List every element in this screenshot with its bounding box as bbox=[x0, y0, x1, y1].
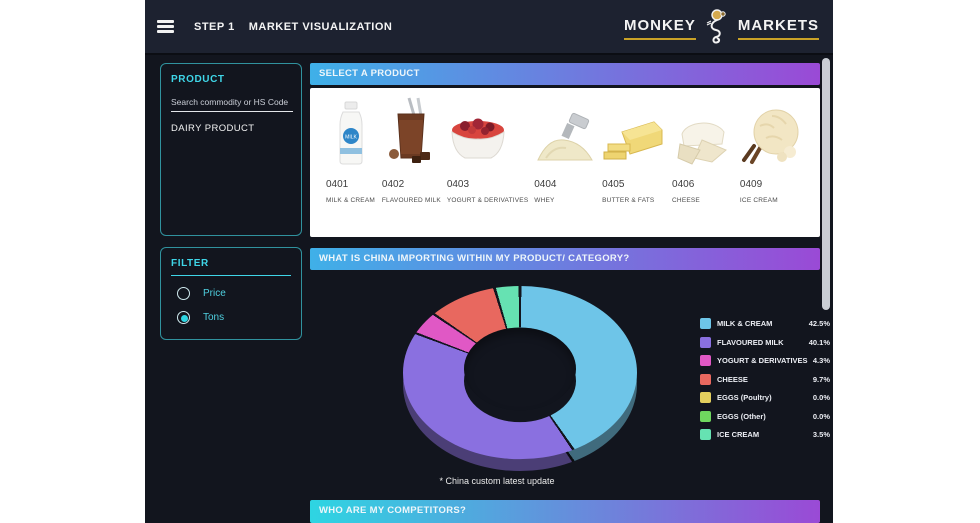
legend-label: EGGS (Poultry) bbox=[717, 393, 772, 402]
legend-label: ICE CREAM bbox=[717, 430, 760, 439]
product-name: CHEESE bbox=[672, 197, 700, 204]
legend-swatch-icon bbox=[700, 429, 711, 440]
page-title-text: MARKET VISUALIZATION bbox=[248, 20, 393, 33]
selected-category-item[interactable]: DAIRY PRODUCT bbox=[171, 123, 255, 134]
filter-panel: FILTER Price Tons bbox=[160, 247, 302, 340]
butter-block-icon bbox=[602, 98, 666, 168]
search-input[interactable] bbox=[171, 97, 293, 112]
step-label: STEP 1 bbox=[194, 20, 235, 33]
milk-bottle-icon: MILK bbox=[326, 98, 376, 168]
legend-label: YOGURT & DERIVATIVES bbox=[717, 356, 808, 365]
topbar: STEP 1 MARKET VISUALIZATION MONKEY MARKET… bbox=[145, 0, 833, 55]
chart-footnote: * China custom latest update bbox=[439, 476, 555, 486]
logo-text-markets: MARKETS bbox=[737, 16, 819, 40]
select-product-header: SELECT A PRODUCT bbox=[310, 63, 820, 85]
legend-swatch-icon bbox=[700, 355, 711, 366]
legend-value: 0.0% bbox=[812, 393, 830, 402]
product-name: YOGURT & DERIVATIVES bbox=[446, 197, 529, 204]
legend-value: 0.0% bbox=[812, 411, 830, 421]
chocolate-milk-icon bbox=[382, 97, 441, 168]
product-code: 0401 bbox=[326, 179, 349, 190]
product-item-0402[interactable]: 0402 FLAVOURED MILK bbox=[381, 97, 441, 237]
competitors-header: WHO ARE MY COMPETITORS? bbox=[310, 500, 820, 523]
imports-header: WHAT IS CHINA IMPORTING WITHIN MY PRODUC… bbox=[310, 248, 820, 270]
legend-item-2[interactable]: YOGURT & DERIVATIVES 4.3% bbox=[700, 355, 830, 366]
filter-options: Price Tons bbox=[161, 287, 301, 324]
product-code: 0405 bbox=[602, 179, 625, 190]
legend-swatch-icon bbox=[700, 318, 711, 329]
legend-swatch-icon bbox=[700, 392, 711, 403]
radio-label: Tons bbox=[203, 312, 225, 323]
filter-option-price[interactable]: Price bbox=[177, 287, 301, 300]
legend-value: 9.7% bbox=[812, 374, 830, 384]
legend-item-5[interactable]: EGGS (Other) 0.0% bbox=[700, 410, 830, 422]
product-panel-title: PRODUCT bbox=[171, 74, 225, 85]
donut-hole bbox=[464, 327, 576, 411]
legend-label: EGGS (Other) bbox=[717, 411, 766, 421]
legend-item-0[interactable]: MILK & CREAM 42.5% bbox=[700, 318, 830, 329]
radio-label: Price bbox=[203, 288, 226, 299]
product-name: WHEY bbox=[534, 197, 555, 204]
legend-item-6[interactable]: ICE CREAM 3.5% bbox=[700, 429, 830, 440]
legend-item-3[interactable]: CHEESE 9.7% bbox=[700, 373, 830, 385]
radio-button-icon[interactable] bbox=[177, 311, 190, 324]
product-item-0409[interactable]: 0409 ICE CREAM bbox=[740, 98, 802, 237]
product-name: ICE CREAM bbox=[739, 197, 778, 204]
svg-text:MILK: MILK bbox=[345, 135, 357, 141]
product-code: 0403 bbox=[446, 179, 470, 190]
yogurt-bowl-icon bbox=[447, 98, 529, 168]
legend-item-1[interactable]: FLAVOURED MILK 40.1% bbox=[700, 336, 830, 348]
product-item-0401[interactable]: MILK 0401 MILK & CREAM bbox=[326, 98, 376, 237]
logo-text-monkey: MONKEY bbox=[623, 16, 696, 40]
legend-label: MILK & CREAM bbox=[717, 319, 773, 328]
legend-swatch-icon bbox=[700, 373, 711, 385]
product-panel: PRODUCT DAIRY PRODUCT bbox=[160, 63, 302, 236]
product-item-0406[interactable]: 0406 CHEESE bbox=[672, 98, 734, 237]
legend-item-4[interactable]: EGGS (Poultry) 0.0% bbox=[700, 392, 830, 403]
donut-chart[interactable] bbox=[403, 286, 637, 471]
filter-panel-title: FILTER bbox=[171, 258, 209, 269]
hamburger-menu-icon[interactable] bbox=[157, 20, 174, 33]
product-code: 0404 bbox=[534, 179, 557, 190]
product-item-0405[interactable]: 0405 BUTTER & FATS bbox=[602, 98, 666, 237]
product-code: 0402 bbox=[381, 179, 405, 190]
app-window: STEP 1 MARKET VISUALIZATION MONKEY MARKET… bbox=[145, 0, 833, 523]
legend-value: 40.1% bbox=[808, 337, 830, 347]
legend-label: CHEESE bbox=[717, 374, 748, 384]
product-code: 0406 bbox=[672, 179, 695, 190]
product-card-strip: MILK 0401 MILK & CREAM 0402 FLAVOURED MILK 04… bbox=[310, 88, 820, 237]
page-title: STEP 1 MARKET VISUALIZATION bbox=[194, 21, 392, 33]
filter-option-tons[interactable]: Tons bbox=[177, 311, 301, 324]
legend-value: 4.3% bbox=[812, 356, 830, 365]
whey-powder-icon bbox=[534, 98, 596, 168]
imports-donut-chart: MILK & CREAM 42.5% FLAVOURED MILK 40.1% YOGU… bbox=[310, 272, 830, 497]
ice-cream-icon bbox=[740, 98, 802, 168]
legend-label: FLAVOURED MILK bbox=[717, 337, 784, 347]
scrollbar-thumb[interactable] bbox=[822, 58, 830, 310]
product-item-0404[interactable]: 0404 WHEY bbox=[534, 98, 596, 237]
legend-value: 42.5% bbox=[808, 319, 830, 328]
chart-legend: MILK & CREAM 42.5% FLAVOURED MILK 40.1% YOGU… bbox=[700, 318, 830, 448]
monkey-icon bbox=[706, 8, 726, 44]
brand-logo: MONKEY MARKETS bbox=[623, 0, 819, 55]
radio-button-icon[interactable] bbox=[177, 287, 190, 300]
product-code: 0409 bbox=[739, 179, 763, 190]
filter-title-underline bbox=[171, 275, 291, 276]
product-name: BUTTER & FATS bbox=[602, 197, 655, 204]
legend-value: 3.5% bbox=[812, 430, 830, 439]
legend-swatch-icon bbox=[700, 336, 711, 348]
legend-swatch-icon bbox=[700, 410, 711, 422]
product-item-0403[interactable]: 0403 YOGURT & DERIVATIVES bbox=[447, 98, 529, 237]
cheese-wedge-icon bbox=[672, 98, 734, 168]
product-name: MILK & CREAM bbox=[326, 197, 375, 204]
product-name: FLAVOURED MILK bbox=[381, 197, 441, 204]
